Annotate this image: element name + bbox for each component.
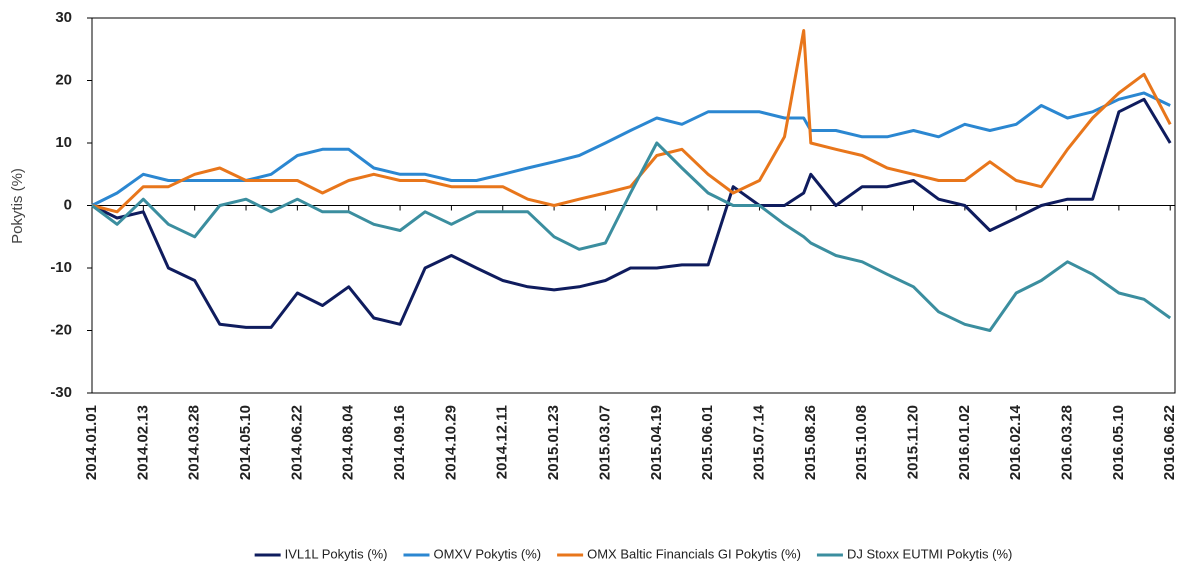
- legend-label: IVL1L Pokytis (%): [285, 546, 388, 561]
- x-tick-label: 2015.01.23: [545, 405, 562, 480]
- x-tick-label: 2014.02.13: [134, 405, 151, 480]
- legend-label: OMXV Pokytis (%): [433, 546, 541, 561]
- x-tick-label: 2015.10.08: [853, 405, 870, 480]
- x-tick-label: 2014.01.01: [83, 405, 100, 480]
- y-tick-label: 20: [55, 71, 72, 88]
- y-tick-label: 10: [55, 134, 72, 151]
- legend-label: OMX Baltic Financials GI Pokytis (%): [587, 546, 801, 561]
- x-tick-label: 2014.05.10: [237, 405, 254, 480]
- x-tick-label: 2014.03.28: [186, 405, 203, 480]
- series-line: [91, 29, 1172, 214]
- y-axis-label: Pokytis (%): [9, 168, 26, 244]
- series-line: [91, 141, 1172, 332]
- x-tick-label: 2014.12.11: [494, 405, 511, 479]
- x-tick-label: 2015.11.20: [904, 405, 921, 479]
- x-tick-label: 2014.06.22: [288, 405, 305, 480]
- x-tick-label: 2016.05.10: [1110, 405, 1127, 480]
- series-line: [91, 97, 1172, 329]
- x-tick-label: 2015.06.01: [699, 405, 716, 480]
- x-tick-label: 2016.06.22: [1161, 405, 1178, 480]
- x-tick-label: 2016.03.28: [1059, 405, 1076, 480]
- x-tick-label: 2015.04.19: [648, 405, 665, 480]
- series-line: [91, 91, 1171, 207]
- y-tick-label: 30: [55, 9, 72, 26]
- legend-label: DJ Stoxx EUTMI Pokytis (%): [847, 546, 1012, 561]
- x-tick-label: 2014.08.04: [340, 404, 357, 480]
- x-tick-label: 2015.07.14: [750, 404, 767, 480]
- x-tick-label: 2016.02.14: [1007, 404, 1024, 480]
- x-tick-label: 2016.01.02: [956, 405, 973, 480]
- x-tick-label: 2014.09.16: [391, 405, 408, 480]
- y-tick-label: -30: [50, 384, 72, 401]
- y-tick-label: -10: [50, 259, 72, 276]
- x-tick-label: 2014.10.29: [442, 405, 459, 480]
- y-tick-label: 0: [64, 196, 72, 213]
- y-tick-label: -20: [50, 321, 72, 338]
- x-tick-label: 2015.08.26: [802, 405, 819, 480]
- x-tick-label: 2015.03.07: [596, 405, 613, 480]
